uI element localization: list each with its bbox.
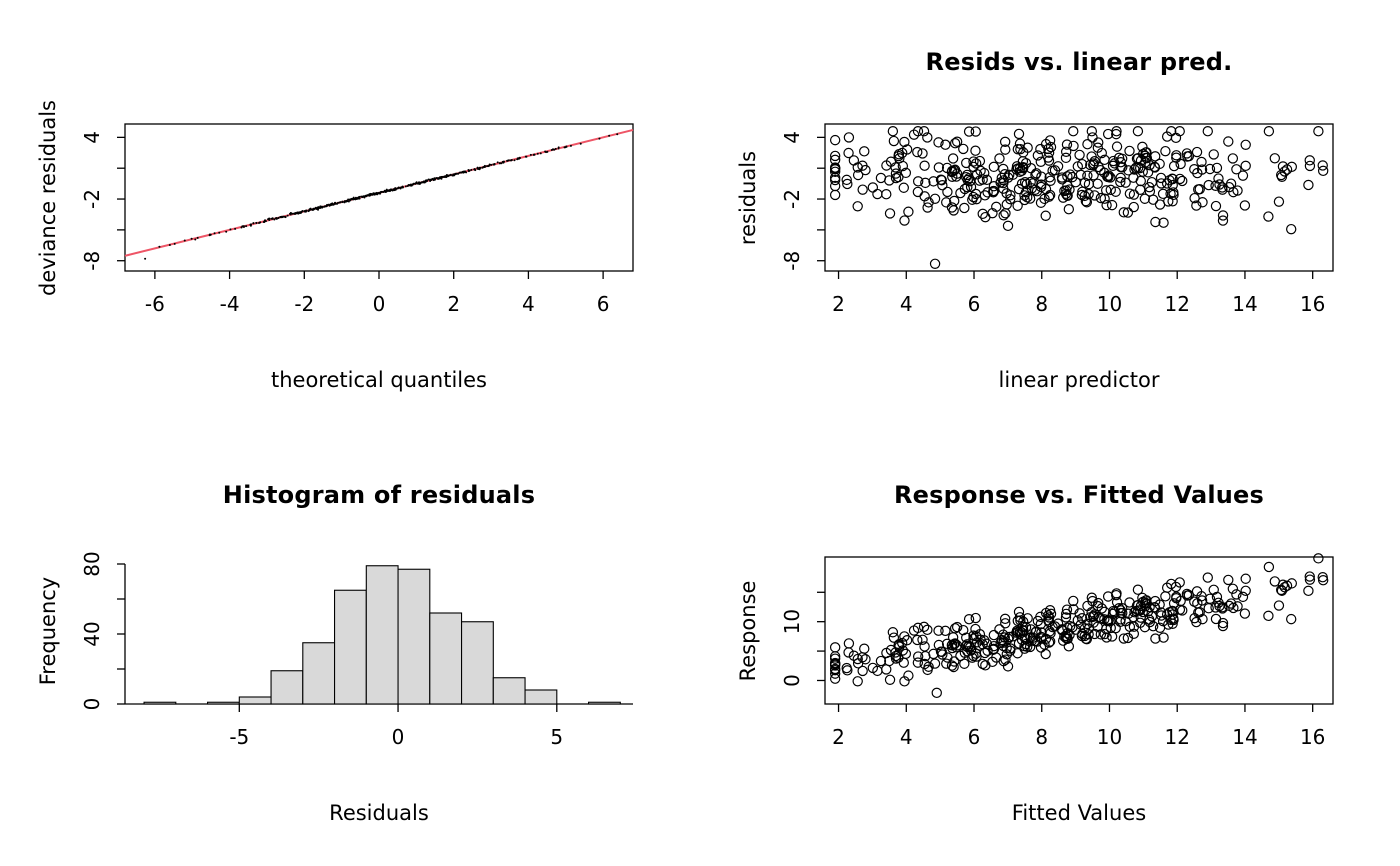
svg-text:2: 2: [832, 292, 845, 316]
svg-text:0: 0: [780, 674, 804, 687]
svg-text:-4: -4: [220, 292, 240, 316]
svg-text:-8: -8: [780, 251, 804, 271]
svg-text:4: 4: [80, 131, 104, 144]
plot-title: Resids vs. linear pred.: [925, 48, 1233, 76]
svg-text:40: 40: [80, 621, 104, 646]
svg-text:-6: -6: [145, 292, 165, 316]
plot-title: Histogram of residuals: [222, 481, 536, 509]
x-axis-label: theoretical quantiles: [271, 368, 487, 392]
svg-text:-2: -2: [780, 189, 804, 209]
svg-text:14: 14: [1232, 725, 1257, 749]
x-axis-label: Fitted Values: [1011, 801, 1147, 825]
svg-text:0: 0: [80, 698, 104, 711]
svg-text:14: 14: [1232, 292, 1257, 316]
response-vs-fitted-canvas: 2 4 6 8 10 12 14 16 0 10: [780, 553, 1334, 749]
svg-text:8: 8: [1035, 725, 1048, 749]
svg-text:5: 5: [550, 725, 563, 749]
svg-text:-2: -2: [294, 292, 314, 316]
histogram-canvas: -5 0 5 0 40 80: [80, 551, 633, 749]
histogram-panel: Histogram of residuals Frequency -5 0 5 0 40…: [0, 433, 700, 866]
svg-text:4: 4: [522, 292, 535, 316]
svg-text:80: 80: [80, 551, 104, 576]
svg-text:-5: -5: [229, 725, 249, 749]
svg-text:-8: -8: [80, 251, 104, 271]
svg-text:12: 12: [1164, 292, 1189, 316]
svg-text:16: 16: [1300, 725, 1325, 749]
svg-text:6: 6: [968, 292, 981, 316]
svg-text:16: 16: [1300, 292, 1325, 316]
svg-text:12: 12: [1164, 725, 1189, 749]
qq-plot-panel: deviance residuals -6 -4 -2 0 2 4 6 -8 -2 4 theor…: [0, 0, 700, 433]
svg-text:-2: -2: [80, 189, 104, 209]
svg-text:2: 2: [832, 725, 845, 749]
svg-text:10: 10: [780, 609, 804, 634]
plot-title: Response vs. Fitted Values: [893, 481, 1265, 509]
svg-text:8: 8: [1035, 292, 1048, 316]
svg-text:6: 6: [597, 292, 610, 316]
svg-text:0: 0: [373, 292, 386, 316]
resids-vs-linear-pred-panel: Resids vs. linear pred. residuals 2 4 6 8 10…: [700, 0, 1400, 433]
svg-text:10: 10: [1097, 725, 1122, 749]
svg-text:4: 4: [780, 131, 804, 144]
svg-text:4: 4: [900, 292, 913, 316]
x-axis-label: Residuals: [329, 801, 429, 825]
svg-text:10: 10: [1097, 292, 1122, 316]
qq-plot-canvas: -6 -4 -2 0 2 4 6 -8 -2 4: [80, 123, 634, 316]
svg-text:0: 0: [392, 725, 405, 749]
svg-text:2: 2: [447, 292, 460, 316]
svg-text:4: 4: [900, 725, 913, 749]
x-axis-label: linear predictor: [998, 368, 1160, 392]
svg-text:6: 6: [968, 725, 981, 749]
resids-vs-linear-pred-canvas: 2 4 6 8 10 12 14 16 -8 -2 4: [780, 123, 1334, 316]
